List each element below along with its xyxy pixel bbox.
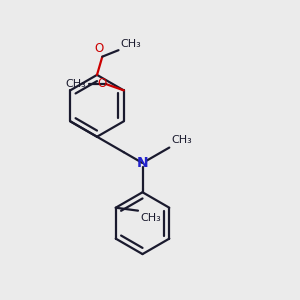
Text: CH₃: CH₃: [120, 39, 141, 49]
Text: CH₃: CH₃: [65, 79, 86, 89]
Text: N: N: [137, 156, 148, 170]
Text: O: O: [98, 77, 107, 90]
Text: CH₃: CH₃: [172, 135, 192, 145]
Text: O: O: [95, 42, 104, 55]
Text: CH₃: CH₃: [140, 213, 161, 223]
